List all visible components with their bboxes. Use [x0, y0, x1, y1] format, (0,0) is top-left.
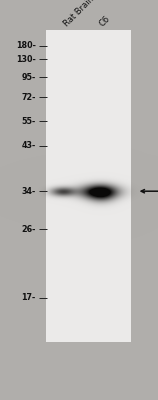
Text: 180-: 180-: [16, 42, 36, 50]
Text: 72-: 72-: [21, 93, 36, 102]
Text: 95-: 95-: [21, 73, 36, 82]
Text: 34-: 34-: [21, 187, 36, 196]
Text: 130-: 130-: [16, 55, 36, 64]
Text: 55-: 55-: [21, 117, 36, 126]
Text: 26-: 26-: [21, 225, 36, 234]
Text: Rat Brain: Rat Brain: [62, 0, 96, 28]
Text: 17-: 17-: [21, 294, 36, 302]
Text: 43-: 43-: [21, 142, 36, 150]
Text: C6: C6: [98, 14, 112, 28]
